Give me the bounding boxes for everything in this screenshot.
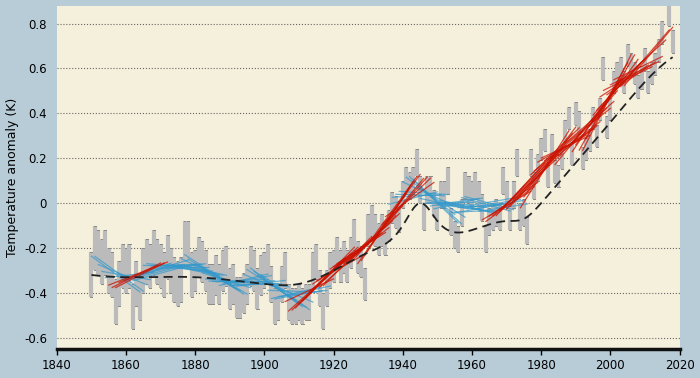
Y-axis label: Temperature anomaly (K): Temperature anomaly (K) bbox=[6, 98, 19, 257]
